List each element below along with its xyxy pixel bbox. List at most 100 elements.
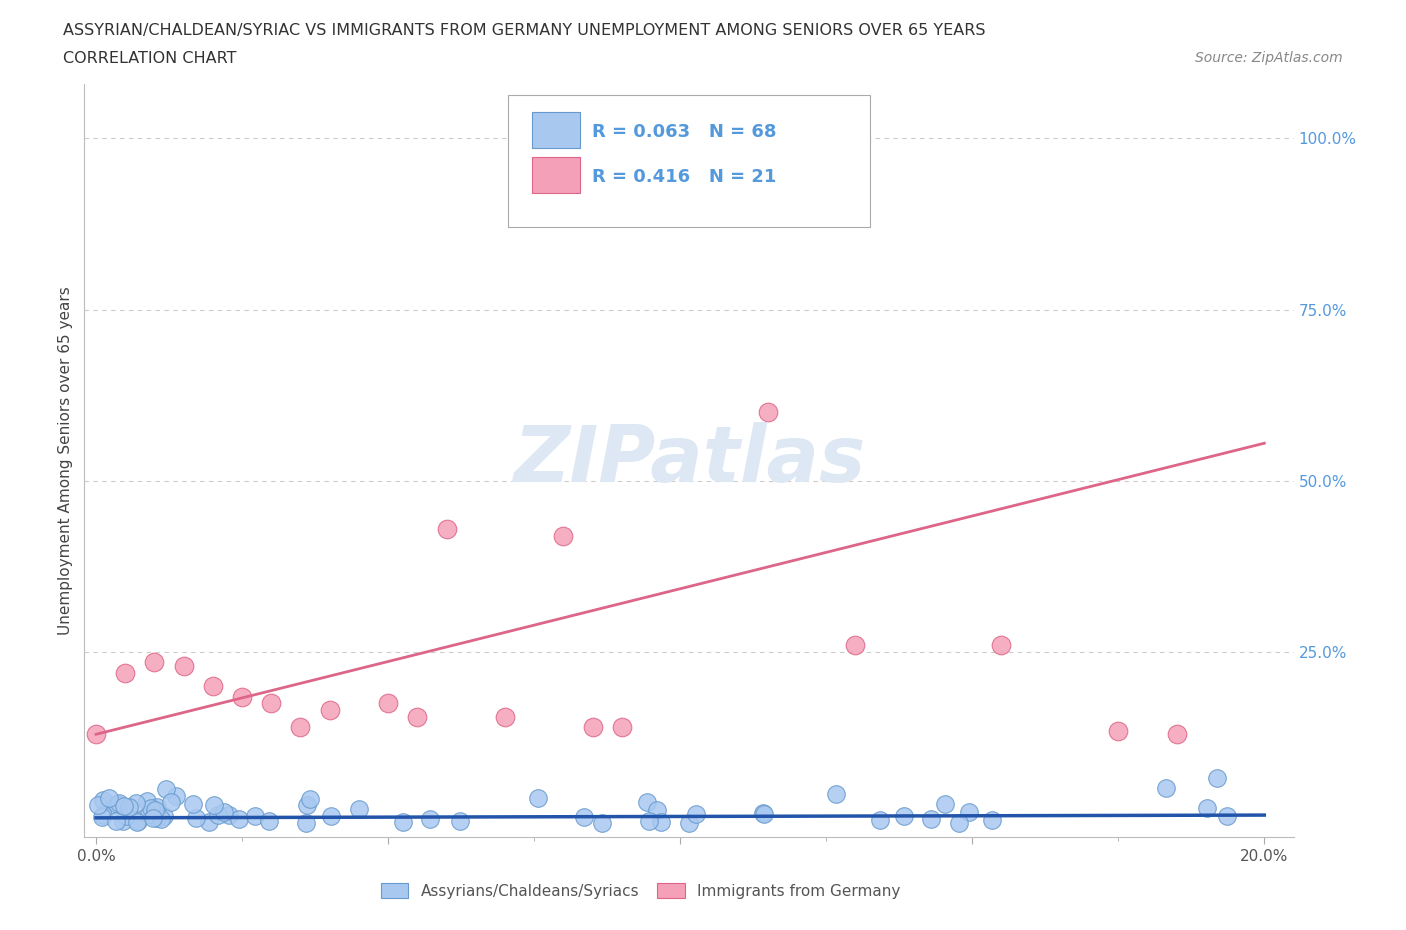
Point (957, 804, 980, 819)
Point (1216, 809, 1239, 824)
FancyBboxPatch shape (508, 95, 870, 227)
Point (678, 816, 700, 830)
Point (636, 794, 658, 809)
Point (526, 790, 548, 805)
Point (591, 816, 613, 830)
Point (893, 808, 915, 823)
Point (981, 813, 1004, 828)
Point (920, 812, 942, 827)
Point (105, 814, 128, 829)
Point (145, 811, 167, 826)
Point (1195, 800, 1218, 815)
Point (118, 800, 141, 815)
Point (138, 806, 160, 821)
Text: ASSYRIAN/CHALDEAN/SYRIAC VS IMMIGRANTS FROM GERMANY UNEMPLOYMENT AMONG SENIORS O: ASSYRIAN/CHALDEAN/SYRIAC VS IMMIGRANTS F… (63, 23, 986, 38)
Point (290, 720, 312, 735)
Text: CORRELATION CHART: CORRELATION CHART (63, 51, 236, 66)
Point (406, 710, 429, 724)
Point (419, 811, 441, 826)
Point (201, 679, 224, 694)
Point (142, 810, 165, 825)
Point (84, 727, 107, 742)
Point (1154, 781, 1177, 796)
Point (143, 803, 166, 817)
Point (610, 720, 633, 735)
Point (91, 792, 114, 807)
Point (318, 703, 340, 718)
Bar (531, 157, 581, 193)
Point (825, 786, 848, 801)
Point (91, 809, 114, 824)
Point (202, 797, 225, 812)
Point (146, 799, 169, 814)
Point (125, 815, 148, 830)
Point (377, 696, 399, 711)
Point (245, 809, 267, 824)
Point (141, 801, 163, 816)
Point (228, 812, 250, 827)
Point (638, 814, 661, 829)
Point (869, 813, 891, 828)
Text: ZIPatlas: ZIPatlas (513, 422, 865, 498)
Point (948, 816, 970, 830)
Point (436, 522, 458, 537)
Bar (531, 112, 581, 148)
Point (97, 790, 120, 805)
Text: R = 0.063   N = 68: R = 0.063 N = 68 (592, 123, 776, 140)
Point (934, 796, 956, 811)
Y-axis label: Unemployment Among Seniors over 65 years: Unemployment Among Seniors over 65 years (58, 286, 73, 634)
Point (87, 797, 110, 812)
Legend: Assyrians/Chaldeans/Syriacs, Immigrants from Germany: Assyrians/Chaldeans/Syriacs, Immigrants … (374, 876, 907, 905)
Point (751, 805, 773, 820)
Point (114, 808, 136, 823)
Text: Source: ZipAtlas.com: Source: ZipAtlas.com (1195, 51, 1343, 65)
Point (125, 795, 148, 810)
Point (756, 405, 779, 419)
Point (1206, 770, 1229, 785)
Point (127, 814, 149, 829)
Point (105, 796, 128, 811)
Point (685, 806, 707, 821)
Point (295, 798, 318, 813)
Point (114, 665, 136, 680)
Point (143, 655, 166, 670)
Point (112, 798, 135, 813)
Point (218, 808, 240, 823)
Point (553, 528, 575, 543)
Point (257, 814, 280, 829)
Point (298, 791, 321, 806)
Point (347, 802, 370, 817)
Point (295, 816, 318, 830)
Point (135, 793, 157, 808)
Point (1166, 727, 1188, 742)
Point (1107, 724, 1129, 738)
Point (581, 720, 603, 735)
Point (494, 710, 516, 724)
Point (197, 814, 219, 829)
Point (260, 696, 283, 711)
Point (645, 803, 668, 817)
Point (173, 658, 195, 673)
Point (990, 638, 1012, 653)
Point (91, 807, 114, 822)
Point (112, 814, 135, 829)
Point (152, 808, 174, 823)
Point (650, 814, 672, 829)
Point (159, 794, 181, 809)
Point (754, 806, 776, 821)
Point (844, 638, 866, 653)
Point (572, 809, 595, 824)
Point (231, 689, 253, 704)
Point (155, 781, 177, 796)
Point (391, 814, 413, 829)
Point (207, 808, 229, 823)
Point (149, 812, 172, 827)
Point (449, 813, 471, 828)
Point (319, 808, 342, 823)
Point (184, 811, 207, 826)
Point (181, 796, 204, 811)
Point (214, 804, 236, 819)
Point (108, 796, 131, 811)
Point (165, 789, 187, 804)
Text: R = 0.416   N = 21: R = 0.416 N = 21 (592, 168, 776, 186)
